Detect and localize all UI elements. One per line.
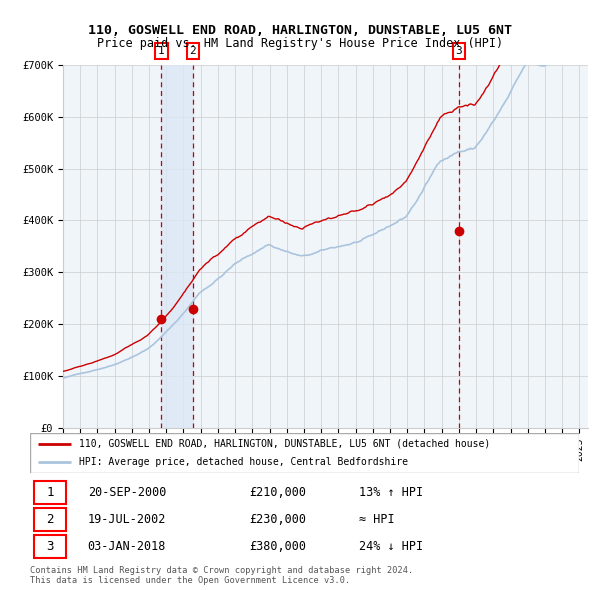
Text: 110, GOSWELL END ROAD, HARLINGTON, DUNSTABLE, LU5 6NT: 110, GOSWELL END ROAD, HARLINGTON, DUNST… xyxy=(88,24,512,37)
Text: ≈ HPI: ≈ HPI xyxy=(359,513,395,526)
Text: 24% ↓ HPI: 24% ↓ HPI xyxy=(359,540,424,553)
Text: This data is licensed under the Open Government Licence v3.0.: This data is licensed under the Open Gov… xyxy=(30,576,350,585)
Text: 1: 1 xyxy=(158,46,165,56)
Text: Contains HM Land Registry data © Crown copyright and database right 2024.: Contains HM Land Registry data © Crown c… xyxy=(30,566,413,575)
FancyBboxPatch shape xyxy=(34,507,66,532)
FancyBboxPatch shape xyxy=(34,535,66,558)
Text: 110, GOSWELL END ROAD, HARLINGTON, DUNSTABLE, LU5 6NT (detached house): 110, GOSWELL END ROAD, HARLINGTON, DUNST… xyxy=(79,439,491,449)
Text: £230,000: £230,000 xyxy=(250,513,307,526)
Text: £380,000: £380,000 xyxy=(250,540,307,553)
Text: £210,000: £210,000 xyxy=(250,486,307,499)
FancyBboxPatch shape xyxy=(34,481,66,504)
FancyBboxPatch shape xyxy=(30,433,579,473)
Text: 19-JUL-2002: 19-JUL-2002 xyxy=(88,513,166,526)
Text: Price paid vs. HM Land Registry's House Price Index (HPI): Price paid vs. HM Land Registry's House … xyxy=(97,37,503,50)
Text: 13% ↑ HPI: 13% ↑ HPI xyxy=(359,486,424,499)
Text: HPI: Average price, detached house, Central Bedfordshire: HPI: Average price, detached house, Cent… xyxy=(79,457,409,467)
Bar xyxy=(161,65,193,428)
Text: 2: 2 xyxy=(190,46,196,56)
Text: 3: 3 xyxy=(455,46,463,56)
Text: 03-JAN-2018: 03-JAN-2018 xyxy=(88,540,166,553)
Text: 2: 2 xyxy=(47,513,54,526)
Text: 3: 3 xyxy=(47,540,54,553)
Text: 20-SEP-2000: 20-SEP-2000 xyxy=(88,486,166,499)
Text: 1: 1 xyxy=(47,486,54,499)
